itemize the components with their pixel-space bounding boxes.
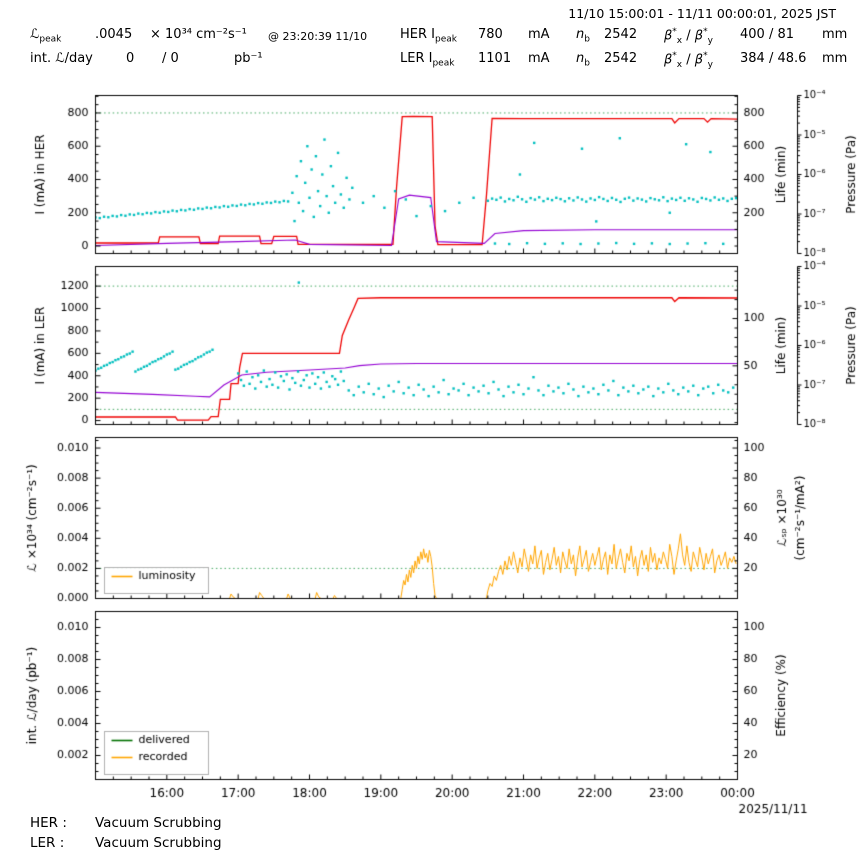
lpeak-label: ℒpeak xyxy=(30,27,61,45)
beta-y: y xyxy=(707,59,713,70)
intl-label: int. ℒ/day xyxy=(30,51,93,66)
beta-symbol: β xyxy=(664,28,673,44)
beta-x: x xyxy=(676,59,683,70)
nb-sub: b xyxy=(584,34,590,45)
ler-ipeak-label: LER Ipeak xyxy=(400,51,454,69)
her-ipeak-label: HER Ipeak xyxy=(400,27,457,45)
her-status-value: Vacuum Scrubbing xyxy=(95,815,222,831)
ler-status-label: LER : xyxy=(30,835,65,851)
her-beta-label: β*x / β*y xyxy=(664,27,713,46)
beta-slash: / xyxy=(682,52,695,68)
date-range: 11/10 15:00:01 - 11/11 00:00:01, 2025 JS… xyxy=(568,6,836,21)
beta-star: * xyxy=(703,51,708,61)
beta-star: * xyxy=(672,27,677,37)
her-status-label: HER : xyxy=(30,815,67,831)
beta-symbol: β xyxy=(694,52,704,68)
nb-symbol: n xyxy=(576,27,585,42)
ler-beta-label: β*x / β*y xyxy=(664,51,713,70)
her-ipeak-sub: peak xyxy=(435,34,457,45)
lpeak-sub: peak xyxy=(39,34,62,45)
intl-value: 0 xyxy=(126,51,135,66)
intl-value2: / 0 xyxy=(162,51,179,66)
her-beta-unit: mm xyxy=(822,27,848,42)
ler-beta-value: 384 / 48.6 xyxy=(740,51,807,66)
ler-nb-value: 2542 xyxy=(604,51,638,66)
beta-star: * xyxy=(703,27,708,37)
beta-slash: / xyxy=(682,28,695,44)
ler-ipeak-unit: mA xyxy=(528,51,550,66)
nb-sub: b xyxy=(584,58,590,69)
ler-nb-label: nb xyxy=(576,51,590,69)
beta-y: y xyxy=(707,35,713,46)
her-ipeak-value: 780 xyxy=(478,27,503,42)
her-nb-value: 2542 xyxy=(604,27,638,42)
lpeak-value: .0045 xyxy=(95,27,133,42)
charts-canvas xyxy=(0,84,864,824)
her-ipeak-unit: mA xyxy=(528,27,550,42)
beta-symbol: β xyxy=(694,28,704,44)
lpeak-units: × 10³⁴ cm⁻²s⁻¹ xyxy=(150,27,247,42)
her-beta-value: 400 / 81 xyxy=(740,27,794,42)
ler-status-value: Vacuum Scrubbing xyxy=(95,835,222,851)
ler-ipeak-sub: peak xyxy=(432,58,455,69)
beta-symbol: β xyxy=(664,52,673,68)
her-nb-label: nb xyxy=(576,27,590,45)
nb-symbol: n xyxy=(576,51,585,66)
ler-ipeak-value: 1101 xyxy=(478,51,512,66)
lpeak-symbol: ℒ xyxy=(30,27,40,42)
lpeak-timestamp: @ 23:20:39 11/10 xyxy=(268,30,368,43)
beta-star: * xyxy=(672,51,677,61)
her-ipeak-text: HER I xyxy=(400,27,435,42)
ler-ipeak-text: LER I xyxy=(400,51,433,66)
ler-beta-unit: mm xyxy=(822,51,848,66)
intl-unit: pb⁻¹ xyxy=(234,51,263,66)
beta-x: x xyxy=(676,35,683,46)
